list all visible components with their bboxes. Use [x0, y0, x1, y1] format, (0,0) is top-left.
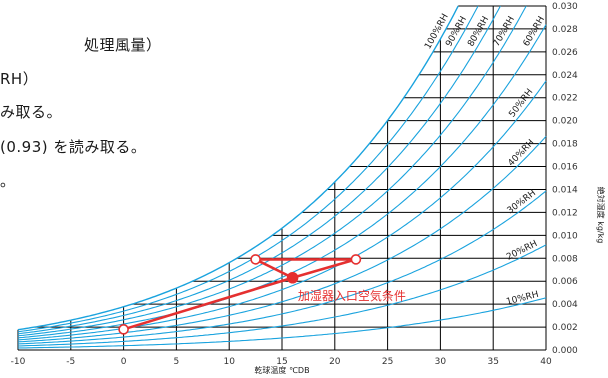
rh-label-40: 40%RH — [506, 138, 536, 169]
rh-curve-layer — [17, 5, 547, 349]
rh-label-10: 10%RH — [505, 290, 539, 308]
process-line — [254, 258, 294, 280]
text-line-2: RH） — [0, 70, 39, 88]
y-tick-label: 0.014 — [552, 185, 578, 195]
y-tick-label: 0.008 — [552, 254, 578, 264]
rh-label-50: 50%RH — [507, 87, 535, 119]
y-tick-label: 0.016 — [552, 163, 578, 173]
x-tick-label: 20 — [329, 357, 341, 367]
x-tick-label: -10 — [11, 357, 26, 367]
grid-layer — [17, 5, 547, 351]
x-tick-label: 10 — [223, 357, 235, 367]
y-tick-label: 0.020 — [552, 117, 578, 127]
y-tick-label: 0.002 — [552, 323, 578, 333]
x-tick-label: 25 — [382, 357, 393, 367]
x-tick-label: 15 — [276, 357, 287, 367]
process-line — [291, 258, 358, 280]
y-tick-label: 0.000 — [552, 346, 578, 356]
y-tick-label: 0.006 — [552, 277, 578, 287]
x-tick-label: 40 — [540, 357, 552, 367]
rh-curve-100 — [17, 5, 459, 331]
text-line-3: み取る。 — [0, 103, 63, 121]
y-tick-label: 0.004 — [552, 300, 578, 310]
y-tick-label: 0.026 — [552, 48, 578, 58]
rh-curve-10 — [17, 297, 547, 349]
process-line — [122, 276, 294, 331]
process-point-filled — [286, 271, 299, 284]
x-tick-label: 0 — [121, 357, 127, 367]
rh-curve-80 — [17, 5, 501, 335]
rh-curve-30 — [17, 190, 547, 345]
y-tick-label: 0.018 — [552, 140, 578, 150]
x-tick-label: 5 — [174, 357, 180, 367]
text-line-5: 。 — [0, 172, 16, 190]
y-tick-label: 0.010 — [552, 231, 578, 241]
rh-curve-40 — [17, 135, 547, 343]
text-line-4: (0.93) を読み取る。 — [0, 138, 147, 156]
y-tick-label: 0.024 — [552, 71, 578, 81]
text-line-1: 処理風量） — [84, 36, 162, 54]
rh-curve-50 — [17, 80, 547, 341]
annotation-label: 加湿器入口空気条件 — [298, 288, 406, 303]
y-axis-title: 絶対湿度 kg/kg — [596, 187, 606, 244]
x-tick-label: -5 — [66, 357, 75, 367]
x-tick-label: 35 — [487, 357, 498, 367]
x-axis-title: 乾球温度 ℃DB — [254, 365, 309, 375]
y-tick-label: 0.012 — [552, 208, 578, 218]
rh-label-layer: 10%RH20%RH30%RH40%RH50%RH60%RH70%RH80%RH… — [423, 12, 547, 307]
y-tick-label: 0.028 — [552, 25, 578, 35]
rh-curve-70 — [17, 5, 527, 337]
y-tick-label: 0.030 — [552, 2, 578, 12]
process-layer — [118, 254, 362, 335]
x-tick-label: 30 — [435, 357, 447, 367]
process-point-open — [250, 254, 261, 265]
rh-curve-60 — [17, 24, 547, 339]
process-point-open — [118, 324, 129, 335]
tick-layer: -10 -5 0 5 10 15 20 25 30 35 400.000 0.002 0.004 0.00… — [11, 2, 578, 367]
rh-curve-20 — [17, 244, 547, 347]
y-tick-label: 0.022 — [552, 94, 578, 104]
rh-curve-90 — [17, 5, 479, 333]
process-point-open — [350, 254, 362, 265]
